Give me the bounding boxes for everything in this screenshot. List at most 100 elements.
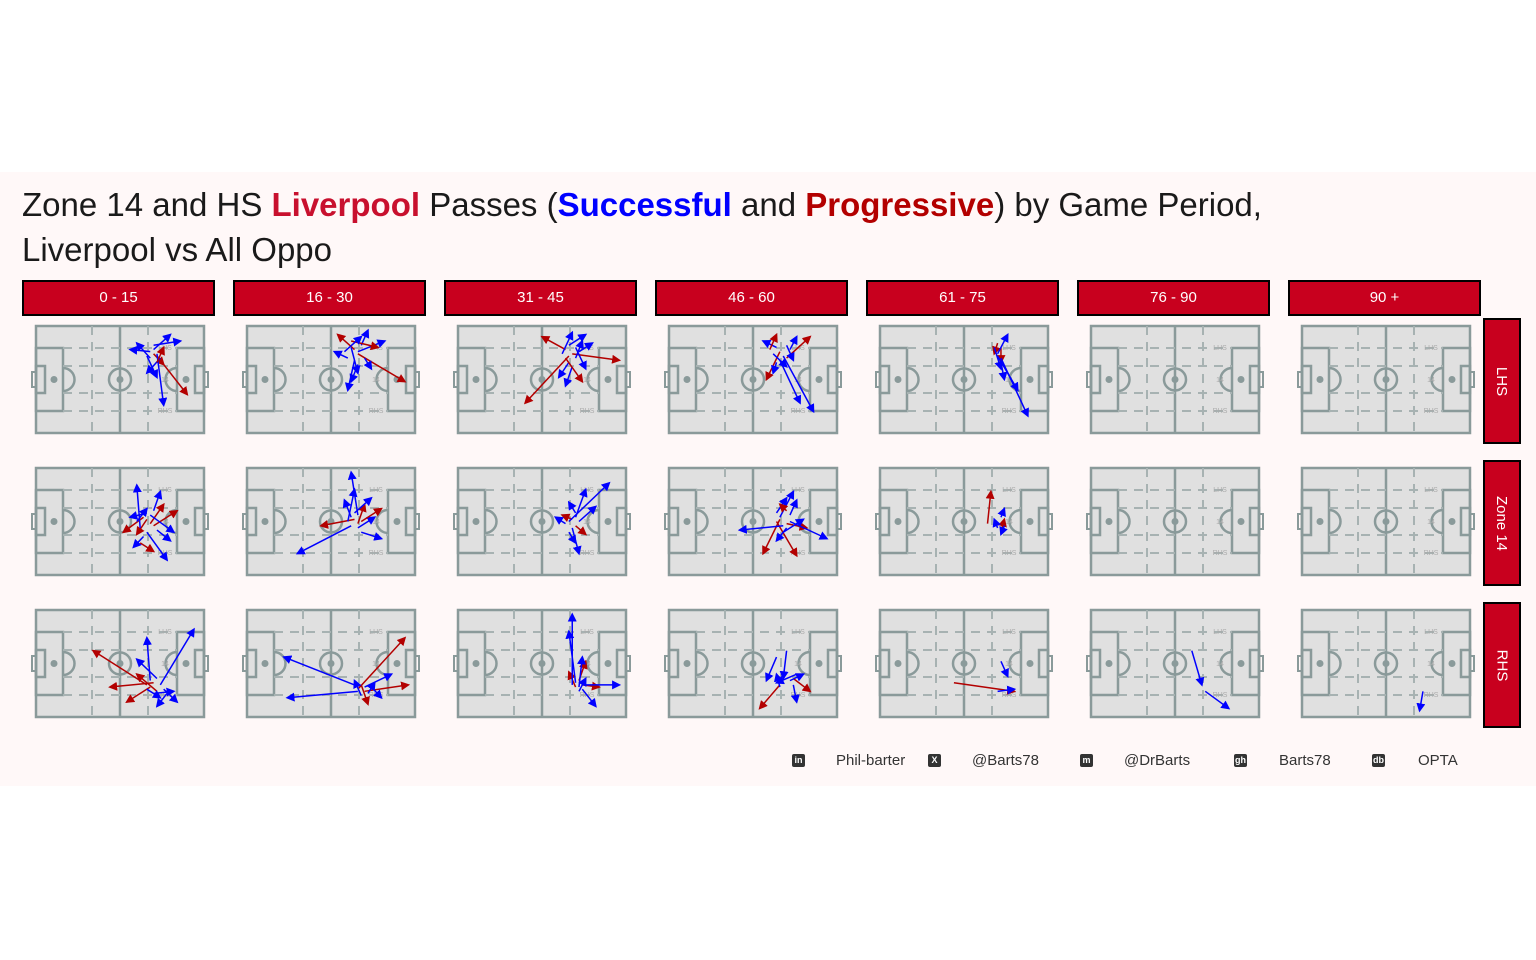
pass-arrow-successful (789, 498, 798, 516)
pass-arrow-successful (581, 688, 597, 708)
pass-arrow-successful (782, 355, 815, 414)
pass-arrow-progressive (564, 357, 584, 384)
pass-arrow-progressive (336, 333, 356, 351)
zone-label: LHS (580, 487, 594, 494)
zone-label: LHS (1002, 629, 1016, 636)
facet-strip-col-6: 90 + (1288, 280, 1481, 316)
pass-arrow-successful (152, 489, 163, 512)
pass-arrow-successful (1191, 650, 1205, 687)
facet-strip-col-2: 31 - 45 (444, 280, 637, 316)
zone-label: RHS (1424, 692, 1439, 699)
title-part4: ) by Game Period, (994, 186, 1262, 223)
zone-label: 14 (1427, 519, 1435, 526)
zone-label: 14 (372, 661, 380, 668)
legend-progressive: Progressive (805, 186, 995, 223)
zone-label: 14 (1005, 377, 1013, 384)
pass-arrow-progressive (575, 525, 588, 536)
pass-arrow-successful (578, 676, 587, 692)
pass-arrow-progressive (357, 636, 407, 690)
pass-arrow-successful (153, 337, 183, 347)
pass-arrow-successful (557, 361, 570, 379)
linkedin-icon: in (792, 754, 805, 767)
zone-label: RHS (580, 550, 595, 557)
zone-label: 14 (1216, 377, 1224, 384)
zone-label: LHS (1002, 345, 1016, 352)
zone-label: 14 (583, 377, 591, 384)
pass-arrow-progressive (357, 353, 407, 383)
pass-arrow-successful (153, 333, 172, 351)
pass-arrow-successful (156, 353, 168, 407)
title-part1: Zone 14 and HS (22, 186, 272, 223)
pass-arrow-successful (992, 517, 1002, 529)
zone-label: LHS (791, 629, 805, 636)
pitch-0-4: LHS 14 RHS (875, 324, 1053, 435)
pass-arrow-successful (561, 330, 574, 355)
footer-credits: in Phil-barter X @Barts78 m @DrBarts gh … (0, 750, 1536, 774)
zone-label: 14 (583, 519, 591, 526)
pass-arrow-successful (332, 350, 349, 359)
zone-label: 14 (161, 661, 169, 668)
pass-arrow-successful (343, 335, 363, 353)
facet-strip-row-0: LHS (1483, 318, 1521, 444)
zone-label: LHS (1213, 487, 1227, 494)
pass-arrow-progressive (985, 489, 995, 524)
pitch-0-0: LHS 14 RHS (31, 324, 209, 435)
pass-arrow-progressive (153, 509, 179, 527)
pass-arrow-successful (136, 507, 148, 522)
pass-arrow-successful (1000, 661, 1009, 678)
pass-arrow-successful (370, 686, 383, 700)
pass-arrow-successful (156, 529, 172, 542)
zone-label: RHS (791, 692, 806, 699)
pass-arrow-successful (996, 332, 1009, 355)
pass-arrow-successful (765, 656, 778, 683)
zone-label: RHS (791, 550, 806, 557)
pass-arrow-successful (998, 362, 1008, 382)
pass-arrow-successful (155, 692, 168, 708)
pass-arrow-successful (349, 364, 359, 384)
pass-arrow-successful (1204, 690, 1231, 710)
zone-label: LHS (1424, 345, 1438, 352)
pass-arrow-successful (563, 366, 573, 388)
zone-label: RHS (369, 550, 384, 557)
zone-label: RHS (158, 408, 173, 415)
pass-arrow-successful (1416, 691, 1426, 713)
pass-arrow-progressive (775, 521, 798, 558)
footer-x-label: @Barts78 (972, 752, 1039, 769)
pitch-1-2: LHS 14 RHS (453, 466, 631, 577)
zone-label: 14 (1216, 519, 1224, 526)
pass-arrow-successful (342, 498, 352, 518)
zone-label: RHS (1002, 692, 1017, 699)
facet-strip-col-4: 61 - 75 (866, 280, 1059, 316)
pass-arrow-progressive (360, 507, 383, 523)
pitch-1-5: LHS 14 RHS (1086, 466, 1264, 577)
pass-arrow-successful (997, 685, 1017, 695)
zone-label: RHS (1424, 408, 1439, 415)
footer-github-label: Barts78 (1279, 752, 1331, 769)
zone-label: RHS (1424, 550, 1439, 557)
pass-arrow-progressive (357, 502, 367, 524)
zone-label: RHS (791, 408, 806, 415)
pitch-2-3: LHS 14 RHS (664, 608, 842, 719)
pass-arrow-progressive (149, 502, 165, 525)
pitch-1-1: LHS 14 RHS (242, 466, 420, 577)
pitch-2-5: LHS 14 RHS (1086, 608, 1264, 719)
pass-arrow-successful (574, 487, 588, 518)
pass-arrow-progressive (540, 335, 566, 351)
zone-label: RHS (1213, 550, 1228, 557)
title-team: Liverpool (271, 186, 421, 223)
title-part2: Passes ( (420, 186, 558, 223)
zone-label: RHS (1002, 408, 1017, 415)
zone-label: LHS (158, 629, 172, 636)
zone-label: 14 (161, 519, 169, 526)
mastodon-icon: m (1080, 754, 1093, 767)
pass-arrow-successful (779, 650, 789, 681)
facet-strip-row-1: Zone 14 (1483, 460, 1521, 586)
pass-arrow-progressive (135, 518, 148, 536)
pitch-1-6: LHS 14 RHS (1297, 466, 1475, 577)
pass-arrow-progressive (992, 342, 1001, 356)
pass-arrow-progressive (319, 518, 355, 529)
pass-arrow-successful (361, 531, 384, 541)
